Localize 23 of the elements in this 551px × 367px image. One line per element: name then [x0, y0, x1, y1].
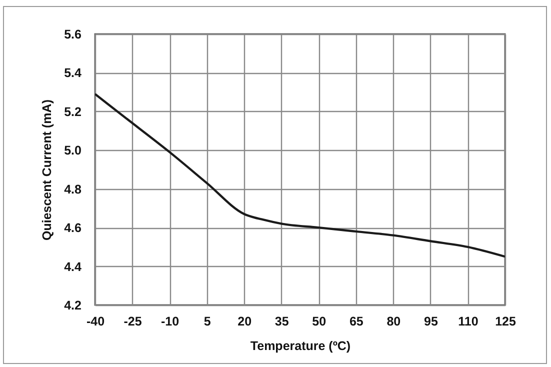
- y-tick-label: 4.4: [64, 260, 82, 274]
- x-axis-title: Temperature (ºC): [250, 339, 351, 353]
- y-tick-label: 4.6: [64, 221, 82, 236]
- x-tick-label: 35: [274, 314, 289, 328]
- y-axis-title: Quiescent Current (mA): [40, 100, 54, 240]
- x-tick-label: 20: [238, 314, 252, 328]
- x-tick-label: 50: [312, 314, 326, 328]
- x-tick-label: 65: [349, 314, 364, 328]
- x-tick-label: -25: [124, 314, 142, 328]
- x-tick-label: 125: [495, 314, 516, 328]
- y-tick-label: 4.8: [64, 182, 82, 196]
- x-tick-label: 95: [424, 314, 438, 328]
- x-tick-label: 110: [458, 314, 478, 328]
- y-tick-label: 5.6: [64, 28, 82, 42]
- x-tick-label: -10: [161, 314, 180, 328]
- x-tick-label: 80: [386, 314, 401, 328]
- y-tick-label: 4.2: [64, 298, 82, 312]
- x-tick-label: -40: [86, 314, 105, 328]
- y-tick-label: 5.2: [64, 104, 82, 119]
- y-tick-label: 5.4: [64, 66, 82, 80]
- y-tick-label: 5.0: [64, 144, 82, 158]
- x-tick-label: 5: [204, 314, 211, 328]
- line-series: [95, 92, 505, 258]
